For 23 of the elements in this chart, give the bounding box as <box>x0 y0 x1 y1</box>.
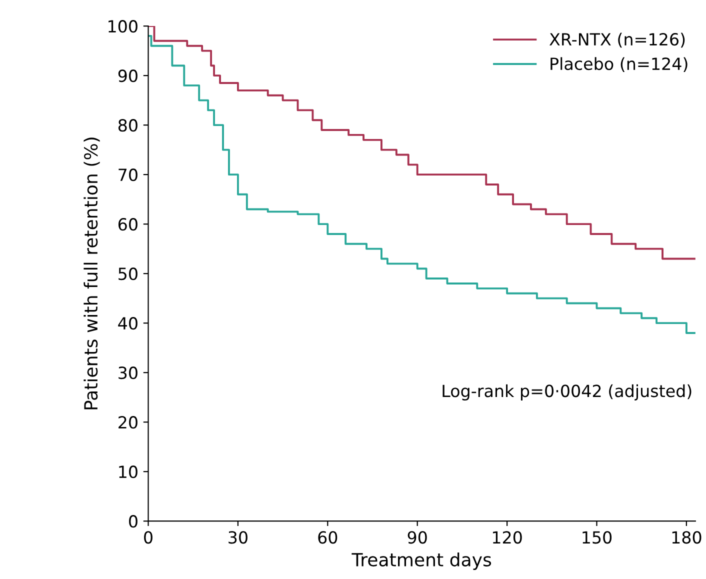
x-axis-title: Treatment days <box>352 552 492 570</box>
x-tick-label: 0 <box>144 531 152 544</box>
x-tick-label: 90 <box>408 531 427 544</box>
y-tick-label: 70 <box>118 168 138 182</box>
y-tick-label: 0 <box>129 515 138 528</box>
x-tick-label: 180 <box>672 531 702 544</box>
y-tick-label: 10 <box>119 466 138 478</box>
y-tick-label: 60 <box>118 218 138 231</box>
y-tick-label: 20 <box>118 416 138 429</box>
legend-label: XR-NTX (n=126) <box>550 32 685 48</box>
y-axis-title: Patients with full retention (%) <box>84 138 100 410</box>
annotation: Log-rank p=0·0042 (adjusted) <box>442 384 692 400</box>
y-tick-label: 50 <box>118 268 138 280</box>
x-tick-label: 30 <box>228 531 248 544</box>
y-tick-label: 90 <box>118 70 138 82</box>
y-tick-label: 30 <box>118 366 138 380</box>
x-tick-label: 120 <box>492 531 522 544</box>
y-tick-label: 80 <box>118 119 138 132</box>
y-tick-label: 40 <box>118 317 138 330</box>
legend-label: Placebo (n=124) <box>550 57 688 72</box>
x-tick-label: 60 <box>318 531 338 544</box>
x-tick-label: 150 <box>582 531 612 544</box>
y-tick-label: 100 <box>108 20 138 33</box>
